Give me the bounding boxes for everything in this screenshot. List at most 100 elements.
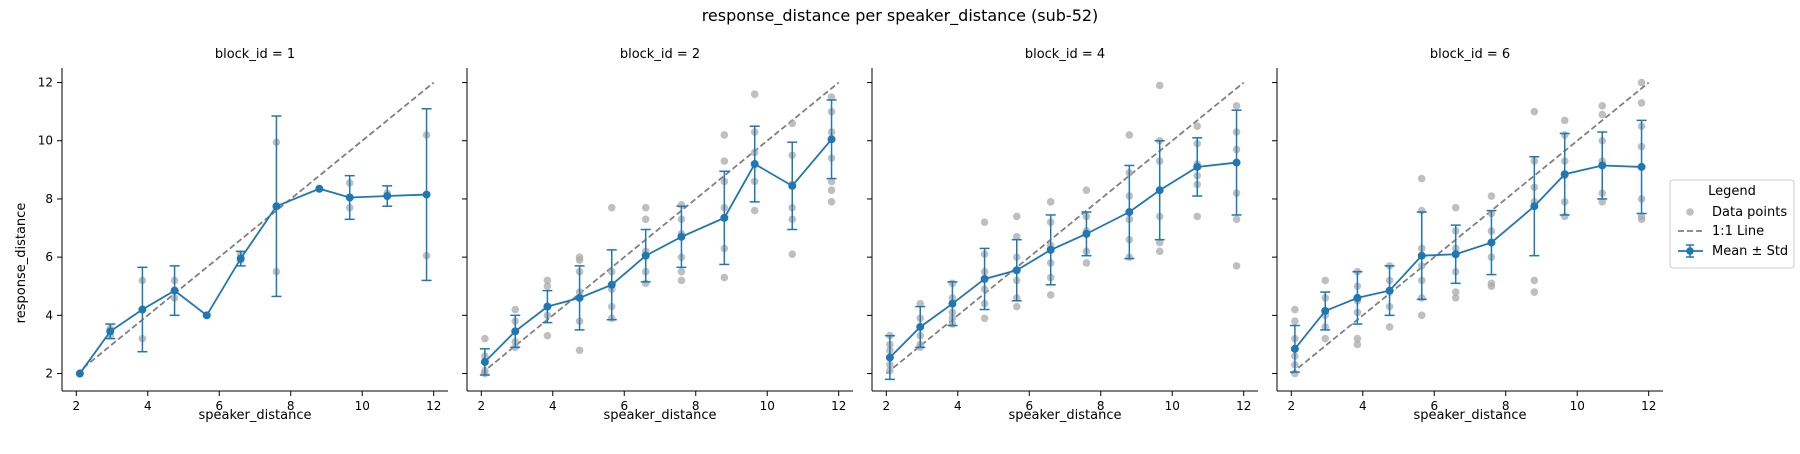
mean-marker xyxy=(720,213,729,222)
x-tick-label: 12 xyxy=(831,399,846,413)
mean-marker xyxy=(1385,286,1394,295)
data-point xyxy=(543,282,552,291)
x-tick-label: 8 xyxy=(692,399,700,413)
chart-legend: Legend Data points 1:1 Line Mean ± Std xyxy=(1669,179,1795,269)
x-tick-label: 6 xyxy=(1430,399,1438,413)
data-point xyxy=(720,131,729,139)
data-point xyxy=(677,267,686,276)
data-point xyxy=(641,203,650,212)
data-point xyxy=(481,334,489,343)
x-tick-label: 12 xyxy=(1236,399,1251,413)
y-tick-label: 2 xyxy=(45,367,53,381)
data-point xyxy=(1385,323,1394,331)
x-tick-label: 10 xyxy=(1570,399,1585,413)
mean-marker xyxy=(1125,208,1134,217)
mean-marker xyxy=(543,302,552,311)
data-point xyxy=(1451,203,1460,212)
data-point xyxy=(1193,122,1202,130)
x-tick-label: 2 xyxy=(882,399,890,413)
y-tick-label: 6 xyxy=(45,250,53,264)
data-point xyxy=(1598,102,1607,110)
x-tick-label: 4 xyxy=(549,399,557,413)
data-point xyxy=(750,90,759,98)
mean-marker xyxy=(202,311,211,320)
mean-marker xyxy=(236,254,245,263)
data-point xyxy=(1487,192,1496,200)
data-point xyxy=(1353,340,1362,349)
x-tick-label: 12 xyxy=(1641,399,1656,413)
data-point xyxy=(1321,276,1330,285)
data-point xyxy=(1155,81,1164,90)
data-point xyxy=(1451,288,1460,296)
panel-3: block_id = 4 2 4 6 8 10 12 speaker_distance xyxy=(867,47,1258,423)
data-point xyxy=(575,256,584,264)
data-point xyxy=(1530,276,1539,285)
data-point xyxy=(1637,215,1646,224)
mean-marker xyxy=(1193,162,1202,171)
mean-marker xyxy=(885,353,894,362)
panel-title: block_id = 2 xyxy=(620,47,700,62)
data-point xyxy=(1291,317,1299,325)
mean-line xyxy=(1294,164,1642,350)
x-axis-label: speaker_distance xyxy=(604,408,717,423)
y-tick-label: 4 xyxy=(45,308,53,322)
y-axis-label: response_distance xyxy=(14,203,29,324)
legend-label: Mean ± Std xyxy=(1712,244,1788,259)
mean-marker xyxy=(1637,162,1646,171)
x-axis-label: speaker_distance xyxy=(199,408,312,423)
data-point xyxy=(1560,116,1569,125)
data-point xyxy=(1232,102,1241,110)
data-point xyxy=(1451,294,1460,302)
legend-frame xyxy=(1669,179,1795,269)
x-tick-label: 2 xyxy=(1287,399,1295,413)
panel-2: block_id = 2 2 4 6 8 10 12 speaker_distance xyxy=(462,47,853,423)
x-tick-label: 10 xyxy=(355,399,370,413)
chart-panels: block_id = 1 2 4 6 8 10 12 2 4 6 8 10 12 speaker_dist… xyxy=(38,47,1663,423)
data-point xyxy=(641,215,650,224)
data-point xyxy=(677,276,686,285)
identity-line xyxy=(480,81,840,375)
legend-label: 1:1 Line xyxy=(1712,224,1764,239)
data-point xyxy=(575,346,584,355)
mean-marker xyxy=(1012,266,1021,275)
data-point xyxy=(1193,212,1202,221)
data-point xyxy=(750,206,759,215)
data-point xyxy=(827,186,836,195)
mean-marker xyxy=(1560,170,1569,179)
data-point xyxy=(1321,334,1330,343)
data-point xyxy=(1082,259,1091,267)
data-point xyxy=(827,177,836,186)
x-tick-label: 6 xyxy=(215,399,223,413)
y-tick-label: 8 xyxy=(45,192,53,206)
identity-line xyxy=(1290,81,1650,375)
x-tick-label: 8 xyxy=(287,399,295,413)
data-point xyxy=(1155,238,1164,247)
mean-marker xyxy=(575,293,584,302)
data-point xyxy=(1487,282,1496,291)
data-point xyxy=(1417,311,1426,320)
data-point xyxy=(1125,131,1134,139)
mean-marker xyxy=(1046,245,1055,254)
x-axis-label: speaker_distance xyxy=(1009,408,1122,423)
x-axis-label: speaker_distance xyxy=(1414,408,1527,423)
panel-title: block_id = 6 xyxy=(1430,47,1510,62)
legend-label: Data points xyxy=(1712,205,1787,220)
x-tick-label: 4 xyxy=(1359,399,1367,413)
panel-4: block_id = 6 2 4 6 8 10 12 speaker_distance xyxy=(1272,47,1663,423)
data-point xyxy=(1082,186,1091,195)
data-point xyxy=(1598,198,1607,206)
legend-title: Legend xyxy=(1708,184,1756,199)
data-point xyxy=(1046,198,1055,206)
data-point xyxy=(1417,174,1426,183)
legend-points-swatch xyxy=(1686,208,1694,216)
data-point xyxy=(1232,215,1241,224)
data-point xyxy=(1530,288,1539,296)
mean-marker xyxy=(511,327,520,336)
data-point xyxy=(1637,99,1646,107)
mean-marker xyxy=(948,299,957,308)
x-tick-label: 4 xyxy=(954,399,962,413)
y-tick-label: 10 xyxy=(38,134,53,148)
x-tick-label: 6 xyxy=(1025,399,1033,413)
mean-marker xyxy=(75,369,84,378)
data-point xyxy=(980,314,989,323)
